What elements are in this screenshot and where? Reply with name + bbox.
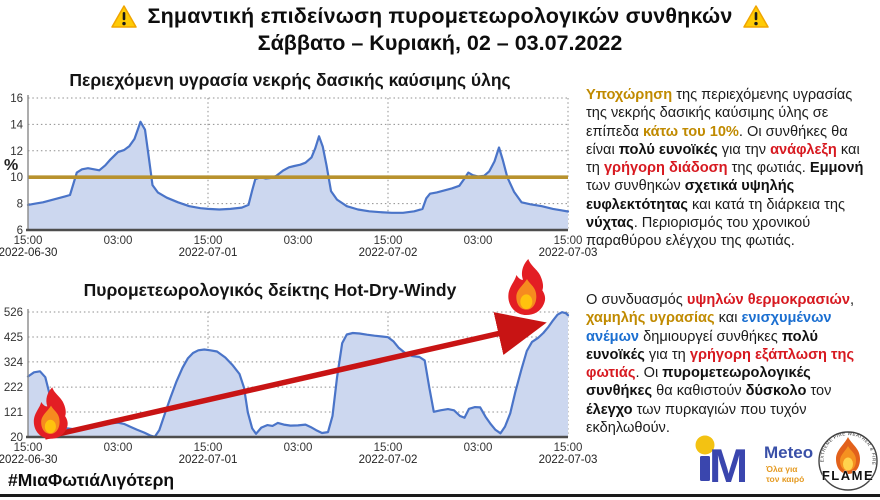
- hdw-summary: Ο συνδυασμός υψηλών θερμοκρασιών, χαμηλή…: [586, 292, 855, 437]
- svg-text:425: 425: [4, 332, 23, 344]
- svg-text:2022-07-03: 2022-07-03: [539, 454, 598, 466]
- svg-text:2022-07-03: 2022-07-03: [539, 247, 598, 259]
- svg-text:15:00: 15:00: [14, 442, 43, 454]
- hashtag: #ΜιαΦωτιάΛιγότερη: [8, 470, 175, 490]
- svg-text:15:00: 15:00: [194, 235, 223, 247]
- svg-text:15:00: 15:00: [554, 442, 583, 454]
- svg-text:12: 12: [10, 146, 23, 158]
- meteo-logo: M: [695, 435, 748, 488]
- svg-text:M: M: [709, 439, 748, 488]
- svg-text:526: 526: [4, 307, 23, 319]
- flame-logo: EXTREME FIRE WEATHER & FIRE ANALYTICS FL…: [816, 428, 878, 491]
- svg-text:6: 6: [17, 225, 23, 237]
- svg-text:121: 121: [4, 407, 23, 419]
- page-title-line1: Σημαντική επιδείνωση πυρομετεωρολογικών …: [147, 4, 733, 28]
- svg-text:2022-06-30: 2022-06-30: [0, 247, 57, 259]
- svg-text:20: 20: [10, 432, 23, 444]
- svg-text:2022-07-01: 2022-07-01: [179, 247, 238, 259]
- svg-text:03:00: 03:00: [284, 442, 313, 454]
- svg-text:2022-06-30: 2022-06-30: [0, 454, 57, 466]
- svg-text:15:00: 15:00: [374, 442, 403, 454]
- svg-text:15:00: 15:00: [374, 235, 403, 247]
- meteo-logo-tagline: Όλα για τον καιρό: [766, 464, 805, 484]
- svg-text:16: 16: [10, 93, 23, 105]
- svg-text:03:00: 03:00: [104, 442, 133, 454]
- svg-text:8: 8: [17, 199, 23, 211]
- svg-text:15:00: 15:00: [554, 235, 583, 247]
- header: Σημαντική επιδείνωση πυρομετεωρολογικών …: [0, 3, 880, 57]
- warning-icon: [111, 4, 138, 28]
- svg-text:03:00: 03:00: [464, 235, 493, 247]
- svg-text:%: %: [4, 157, 18, 174]
- svg-text:14: 14: [10, 119, 23, 131]
- svg-text:03:00: 03:00: [284, 235, 313, 247]
- svg-text:222: 222: [4, 382, 23, 394]
- fuel-moisture-chart-title: Περιεχόμενη υγρασία νεκρής δασικής καύσι…: [69, 70, 511, 90]
- svg-text:03:00: 03:00: [104, 235, 133, 247]
- svg-text:2022-07-02: 2022-07-02: [359, 247, 418, 259]
- svg-text:324: 324: [4, 357, 24, 369]
- svg-text:03:00: 03:00: [464, 442, 493, 454]
- page-title-line2: Σάββατο – Κυριακή, 02 – 03.07.2022: [257, 31, 623, 55]
- svg-text:2022-07-02: 2022-07-02: [359, 454, 418, 466]
- svg-text:2022-07-01: 2022-07-01: [179, 454, 238, 466]
- flame-logo-name: FLAME: [822, 468, 874, 483]
- svg-text:15:00: 15:00: [194, 442, 223, 454]
- hdw-chart-title: Πυρομετεωρολογικός δείκτης Hot-Dry-Windy: [83, 280, 457, 300]
- meteo-logo-name: Meteo: [764, 443, 814, 462]
- svg-text:10: 10: [10, 172, 23, 184]
- warning-icon: [742, 4, 769, 28]
- bottom-border: [0, 494, 880, 497]
- svg-text:15:00: 15:00: [14, 235, 43, 247]
- fuel-moisture-summary: Υποχώρηση της περιεχόμενης υγρασίας της …: [586, 87, 864, 250]
